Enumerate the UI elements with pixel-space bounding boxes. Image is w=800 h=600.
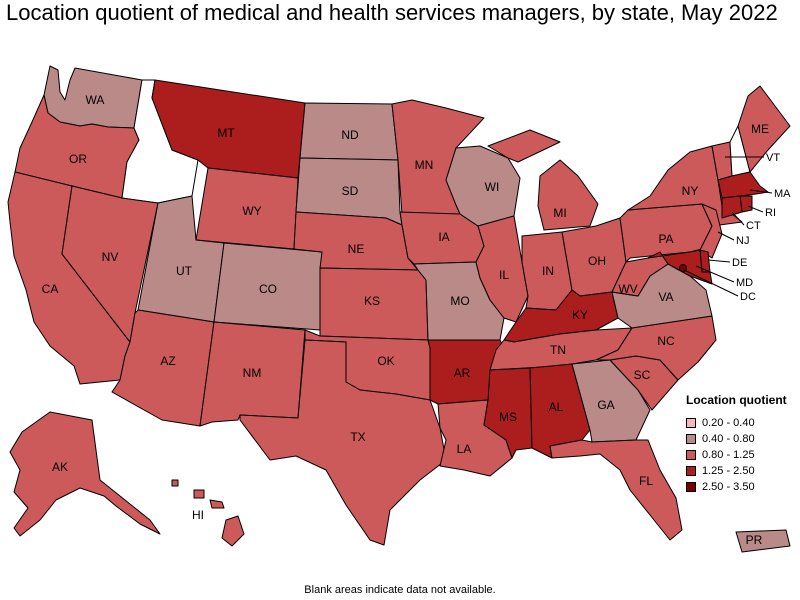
label-ak: AK (52, 460, 68, 474)
state-nc[interactable] (595, 315, 717, 381)
label-ny: NY (682, 184, 699, 198)
state-tx[interactable] (239, 339, 447, 546)
label-tx: TX (350, 430, 365, 444)
label-az: AZ (160, 354, 175, 368)
legend-item: 2.50 - 3.50 (686, 479, 798, 495)
state-labels: WA OR CA NV MT WY UT CO AZ NM ND SD NE K… (42, 93, 791, 547)
legend-swatch (686, 482, 696, 492)
label-ok: OK (377, 354, 394, 368)
label-ut: UT (176, 264, 193, 278)
legend-item: 0.80 - 1.25 (686, 447, 798, 463)
label-me: ME (751, 122, 769, 136)
legend-title: Location quotient (686, 393, 787, 407)
state-il[interactable] (475, 215, 529, 323)
label-wv: WV (618, 282, 637, 296)
label-mn: MN (415, 158, 434, 172)
label-ms: MS (499, 410, 517, 424)
leader-ct (731, 211, 745, 226)
leader-nj (717, 231, 735, 241)
label-ga: GA (597, 398, 614, 412)
label-in: IN (542, 264, 554, 278)
state-ak[interactable] (9, 411, 161, 537)
legend-label: 0.40 - 0.80 (702, 433, 755, 445)
label-il: IL (499, 268, 509, 282)
label-vt: VT (766, 152, 780, 164)
legend-label: 2.50 - 3.50 (702, 481, 755, 493)
label-wy: WY (242, 204, 261, 218)
state-dc[interactable] (679, 264, 687, 272)
state-me[interactable] (737, 85, 791, 173)
label-fl: FL (639, 474, 653, 488)
leader-de (707, 259, 731, 263)
label-pr: PR (746, 533, 763, 547)
legend-item: 0.20 - 0.40 (686, 415, 798, 431)
label-ca: CA (42, 282, 59, 296)
label-pa: PA (658, 232, 673, 246)
state-hi[interactable] (171, 479, 245, 547)
label-ma: MA (774, 188, 791, 200)
legend-label: 0.80 - 1.25 (702, 449, 755, 461)
footnote: Blank areas indicate data not available. (304, 584, 496, 596)
label-tn: TN (550, 343, 566, 357)
label-ia: IA (438, 230, 449, 244)
state-ct[interactable] (721, 195, 743, 219)
label-nd: ND (341, 128, 359, 142)
label-mt: MT (217, 126, 235, 140)
label-nj: NJ (736, 235, 749, 247)
legend-label: 1.25 - 2.50 (702, 465, 755, 477)
label-nv: NV (102, 250, 119, 264)
label-de: DE (732, 257, 747, 269)
state-nm[interactable] (199, 321, 306, 427)
state-fl[interactable] (549, 439, 683, 541)
label-mo: MO (450, 294, 469, 308)
leader-md (695, 265, 735, 283)
label-mi: MI (553, 206, 566, 220)
leader-ri (747, 205, 764, 213)
label-md: MD (736, 277, 753, 289)
label-ky: KY (572, 308, 588, 322)
label-nc: NC (657, 334, 675, 348)
label-ct: CT (746, 220, 761, 232)
legend-swatch (686, 418, 696, 428)
legend-label: 0.20 - 0.40 (702, 417, 755, 429)
label-or: OR (69, 152, 87, 166)
label-sd: SD (342, 184, 359, 198)
leader-ma (749, 189, 773, 194)
legend-item: 0.40 - 0.80 (686, 431, 798, 447)
leader-dc (683, 269, 739, 297)
label-wi: WI (485, 180, 500, 194)
state-nj[interactable] (699, 203, 723, 259)
label-sc: SC (634, 368, 651, 382)
label-ar: AR (454, 366, 471, 380)
label-dc: DC (740, 291, 756, 303)
label-ne: NE (348, 242, 365, 256)
label-wa: WA (86, 93, 105, 107)
legend-item: 1.25 - 2.50 (686, 463, 798, 479)
legend-swatch (686, 434, 696, 444)
label-hi: HI (192, 508, 204, 522)
map-title: Location quotient of medical and health … (6, 0, 778, 25)
label-la: LA (457, 442, 472, 456)
state-pr[interactable] (735, 529, 791, 553)
label-nm: NM (243, 366, 262, 380)
legend-swatch (686, 466, 696, 476)
label-ri: RI (765, 207, 776, 219)
label-va: VA (658, 290, 673, 304)
label-co: CO (259, 282, 277, 296)
state-mi[interactable] (487, 129, 599, 231)
label-ks: KS (364, 294, 380, 308)
legend-swatch (686, 450, 696, 460)
map-legend: Location quotient 0.20 - 0.40 0.40 - 0.8… (686, 393, 798, 495)
label-oh: OH (588, 254, 606, 268)
label-al: AL (549, 400, 564, 414)
